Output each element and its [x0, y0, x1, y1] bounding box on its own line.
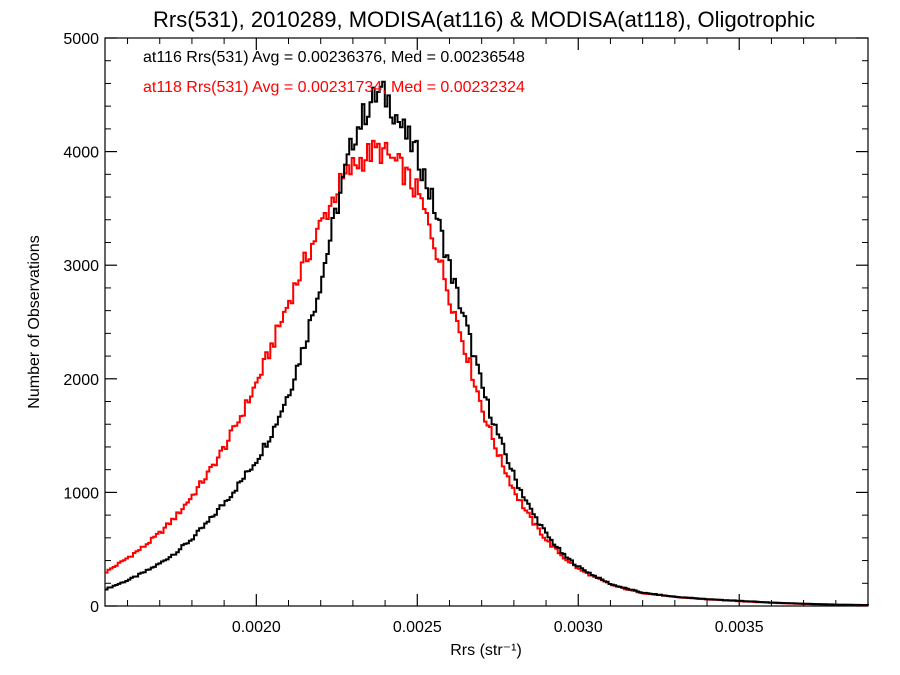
y-tick-label: 4000 — [63, 145, 99, 162]
series-line-at118 — [105, 139, 868, 607]
y-tick-label: 0 — [90, 599, 99, 616]
x-axis-label: Rrs (str⁻¹) — [450, 642, 522, 659]
series-layer — [105, 80, 869, 607]
x-tick-label: 0.0020 — [232, 619, 281, 636]
series-annotation-at116: at116 Rrs(531) Avg = 0.00236376, Med = 0… — [143, 49, 525, 66]
y-axis: 0 1000 2000 3000 4000 5000 — [63, 31, 868, 616]
x-axis: 0.0020 0.0025 0.0030 0.0035 — [127, 38, 869, 636]
x-tick-label: 0.0030 — [554, 619, 603, 636]
x-tick-label: 0.0035 — [715, 619, 764, 636]
y-axis-label: Number of Observations — [26, 235, 43, 408]
chart-title: Rrs(531), 2010289, MODISA(at116) & MODIS… — [153, 7, 815, 32]
y-tick-label: 2000 — [63, 372, 99, 389]
x-tick-label: 0.0025 — [393, 619, 442, 636]
y-tick-label: 5000 — [63, 31, 99, 48]
y-tick-label: 3000 — [63, 258, 99, 275]
series-annotation-at118: at118 Rrs(531) Avg = 0.00231734, Med = 0… — [143, 79, 525, 96]
y-tick-label: 1000 — [63, 485, 99, 502]
series-line-at116 — [105, 80, 869, 606]
plot-frame — [104, 37, 869, 607]
